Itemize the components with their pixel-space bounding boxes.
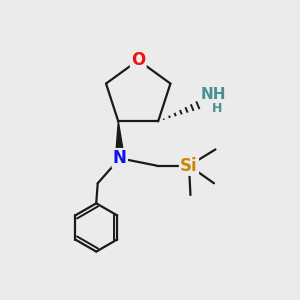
Text: O: O <box>131 51 145 69</box>
Polygon shape <box>116 122 124 155</box>
Text: Si: Si <box>180 157 198 175</box>
Text: NH: NH <box>200 87 226 102</box>
Text: H: H <box>212 102 222 115</box>
Text: N: N <box>113 149 127 167</box>
